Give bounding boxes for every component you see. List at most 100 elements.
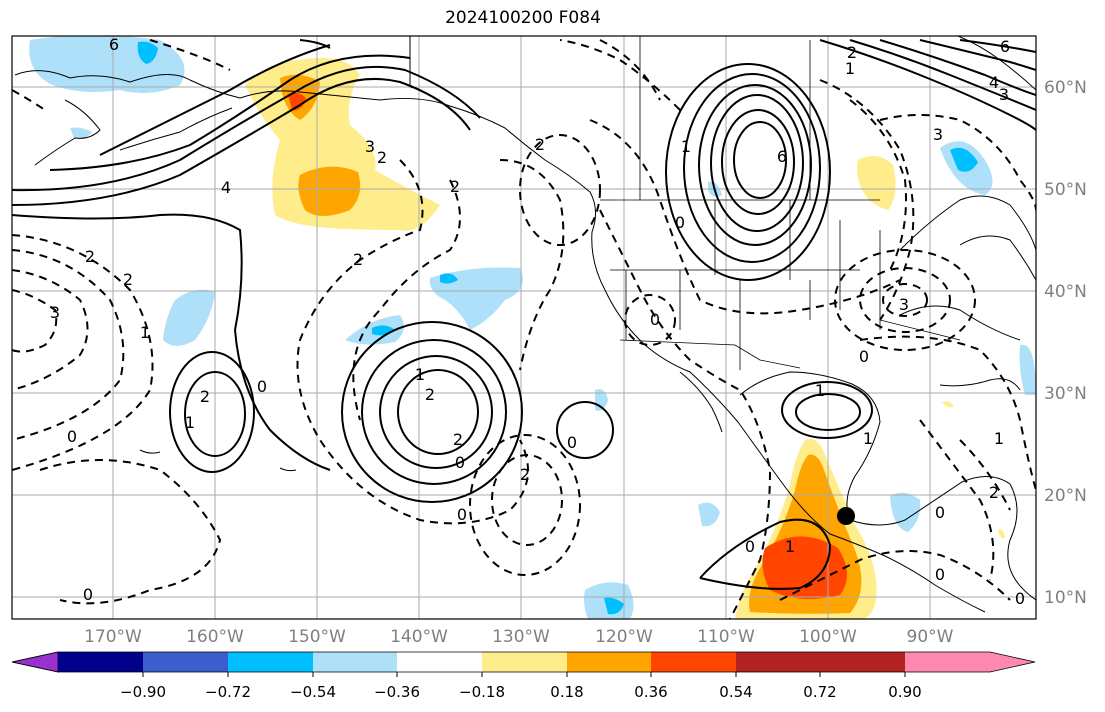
colorbar-tick-label: 0.36 [634, 683, 667, 701]
lat-label: 30°N [1044, 384, 1087, 404]
storm-center-marker [837, 507, 855, 525]
shade-light-blue [698, 502, 720, 527]
shade-yellow [998, 529, 1005, 539]
contour-label: 1 [185, 413, 195, 432]
map-frame [11, 35, 1037, 620]
longitude-labels: 170°W 160°W 150°W 140°W 130°W 120°W 110°… [84, 627, 954, 647]
colorbar-segment-9 [736, 652, 820, 672]
contour-label: 2 [520, 465, 530, 484]
contour-label: 3 [365, 137, 375, 156]
shade-light-blue [29, 36, 185, 94]
contours-negative [12, 39, 1036, 619]
contour-label: 1 [681, 137, 691, 156]
contour-label: 1 [140, 323, 150, 342]
latitude-labels: 60°N 50°N 40°N 30°N 20°N 10°N [1044, 78, 1087, 608]
contour-label: 3 [933, 125, 943, 144]
lon-label: 160°W [186, 627, 244, 647]
contours-positive [12, 39, 1036, 590]
colorbar-segment-7 [567, 652, 651, 672]
lat-label: 40°N [1044, 282, 1087, 302]
contour-label: 2 [200, 387, 210, 406]
contour-label: 0 [455, 453, 465, 472]
colorbar: −0.90 −0.72 −0.54 −0.36 −0.18 0.18 0.36 … [11, 651, 1036, 701]
shade-light-blue [1019, 344, 1036, 395]
lon-label: 110°W [697, 627, 755, 647]
colorbar-segment-1 [58, 652, 143, 672]
colorbar-segment-0 [11, 651, 59, 673]
contour-label: 0 [1015, 589, 1025, 608]
contour-label: 2 [989, 483, 999, 502]
lon-label: 90°W [907, 627, 954, 647]
lat-label: 20°N [1044, 486, 1087, 506]
shade-yellow [857, 156, 896, 210]
lon-label: 150°W [288, 627, 346, 647]
contour-label: 3 [50, 303, 60, 322]
contour-label: 0 [935, 503, 945, 522]
shade-cyan [950, 147, 978, 172]
state-borders [600, 36, 961, 370]
contour-label: 4 [989, 73, 999, 92]
lat-label: 60°N [1044, 78, 1087, 98]
colorbar-tick-label: −0.54 [290, 683, 336, 701]
colorbar-segment-5 [397, 652, 482, 672]
colorbar-tick-label: −0.18 [459, 683, 505, 701]
colorbar-segment-8 [651, 652, 736, 672]
contour-label: 0 [675, 213, 685, 232]
contour-label: 0 [83, 585, 93, 604]
contour-label: 2 [847, 43, 857, 62]
shade-light-blue [163, 289, 215, 346]
shade-cyan [137, 41, 158, 64]
contour-label: 2 [450, 177, 460, 196]
lon-label: 100°W [799, 627, 857, 647]
shade-orange-red [288, 92, 306, 111]
contour-label: 6 [1000, 37, 1010, 56]
contour-label: 1 [785, 537, 795, 556]
colorbar-tick-label: 0.18 [550, 683, 583, 701]
colorbar-ticks [142, 672, 906, 677]
lon-label: 170°W [84, 627, 142, 647]
colorbar-tick-label: 0.90 [888, 683, 921, 701]
colorbar-tick-label: −0.90 [120, 683, 166, 701]
contour-label: 0 [67, 427, 77, 446]
colorbar-outline [11, 651, 1036, 673]
colorbar-segment-3 [228, 652, 313, 672]
contour-label: 1 [845, 59, 855, 78]
contour-label: 0 [935, 565, 945, 584]
shade-light-blue [429, 267, 523, 330]
shade-cyan [440, 273, 458, 284]
lat-label: 50°N [1044, 180, 1087, 200]
shade-light-blue [70, 127, 92, 139]
contour-label: 2 [123, 270, 133, 289]
contour-label: 2 [535, 135, 545, 154]
shade-cyan [604, 597, 624, 615]
contour-label: 0 [257, 377, 267, 396]
contour-label: 0 [457, 505, 467, 524]
graticule [12, 36, 1036, 619]
contour-label: 2 [85, 247, 95, 266]
colorbar-tick-label: 0.72 [803, 683, 836, 701]
colorbar-segment-2 [143, 652, 228, 672]
contour-label: 3 [899, 295, 909, 314]
shade-orange [298, 166, 361, 216]
contour-label: 1 [863, 429, 873, 448]
contour-label: 1 [994, 429, 1004, 448]
lon-label: 130°W [492, 627, 550, 647]
contour-label: 0 [567, 433, 577, 452]
contour-label: 3 [999, 85, 1009, 104]
contour-label: 2 [425, 385, 435, 404]
contour-label: 6 [777, 147, 787, 166]
colorbar-segment-10 [905, 652, 1035, 672]
contour-label: 0 [650, 310, 660, 329]
colorbar-segment-6 [482, 652, 567, 672]
colorbar-tick-label: −0.72 [205, 683, 251, 701]
contour-label: 2 [353, 250, 363, 269]
contour-label: 1 [815, 381, 825, 400]
shade-orange-red [762, 536, 848, 599]
colorbar-tick-label: 0.54 [719, 683, 752, 701]
contour-label: 2 [453, 430, 463, 449]
lat-label: 10°N [1044, 588, 1087, 608]
map-plot-area: 6 4 3 2 2 1 2 2 0 1 2 1 2 0 0 2 0 1 0 1 … [12, 36, 1036, 619]
colorbar-segment-4 [313, 652, 397, 672]
contour-label: 0 [859, 347, 869, 366]
